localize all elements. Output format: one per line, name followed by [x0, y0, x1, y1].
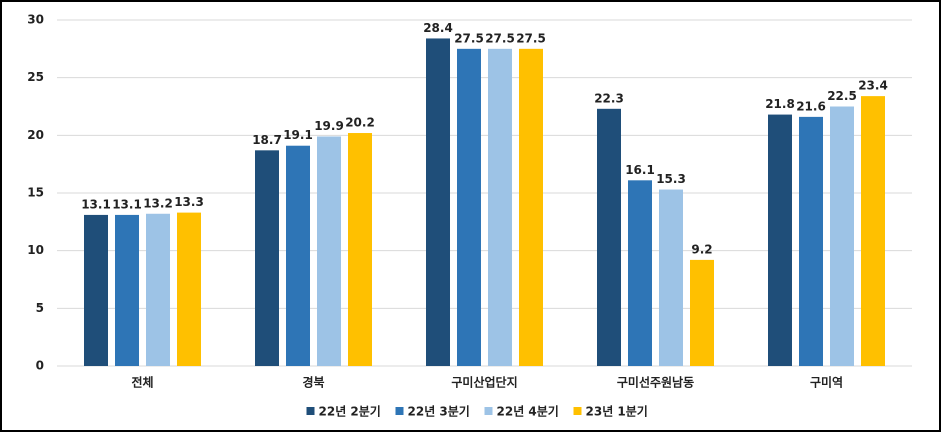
data-label: 22.3: [594, 91, 624, 105]
data-label: 19.9: [314, 119, 344, 133]
data-label: 18.7: [252, 133, 282, 147]
data-label: 13.3: [174, 195, 204, 209]
data-label: 16.1: [625, 163, 655, 177]
legend-label: 23년 1분기: [586, 404, 648, 419]
data-label: 21.6: [796, 99, 826, 113]
data-label: 28.4: [423, 21, 453, 35]
data-label: 13.1: [81, 197, 111, 211]
x-tick-label: 구미선주원남동: [617, 375, 694, 390]
y-tick-label: 5: [36, 301, 44, 315]
bar: [488, 48, 512, 366]
bar: [317, 136, 341, 366]
bar: [628, 180, 652, 366]
bar: [426, 38, 450, 366]
legend-swatch: [573, 407, 582, 415]
y-tick-label: 20: [27, 128, 44, 142]
bar: [597, 108, 621, 366]
data-label: 27.5: [454, 31, 484, 45]
bar: [690, 259, 714, 366]
x-tick-label: 구미역: [810, 375, 843, 390]
data-label: 27.5: [485, 31, 515, 45]
legend-label: 22년 2분기: [319, 404, 381, 419]
data-label: 27.5: [516, 31, 546, 45]
bar: [861, 96, 885, 367]
y-tick-label: 25: [27, 70, 44, 84]
legend-swatch: [395, 407, 404, 415]
x-tick-label: 전체: [131, 375, 153, 390]
y-tick-label: 10: [27, 243, 44, 257]
data-label: 20.2: [345, 116, 375, 130]
legend-swatch: [484, 407, 493, 415]
data-label: 15.3: [656, 172, 686, 186]
bar: [115, 214, 139, 366]
data-label: 9.2: [691, 242, 712, 256]
data-label: 23.4: [858, 79, 888, 93]
data-label: 13.1: [112, 197, 142, 211]
y-tick-label: 15: [27, 186, 44, 200]
bar: [146, 213, 170, 366]
bar: [830, 106, 854, 366]
bar: [255, 150, 279, 366]
legend-label: 22년 4분기: [497, 404, 559, 419]
bar: [799, 116, 823, 366]
x-tick-label: 구미산업단지: [451, 375, 517, 390]
legend-label: 22년 3분기: [408, 404, 470, 419]
bar: [659, 189, 683, 366]
bar: [177, 212, 201, 366]
bar: [84, 214, 108, 366]
bar: [286, 145, 310, 366]
bar: [457, 48, 481, 366]
data-label: 22.5: [827, 89, 857, 103]
data-label: 19.1: [283, 128, 313, 142]
data-label: 13.2: [143, 196, 173, 210]
data-label: 21.8: [765, 97, 795, 111]
legend-swatch: [306, 407, 315, 415]
bar: [768, 114, 792, 366]
bar: [519, 48, 543, 366]
y-tick-label: 0: [36, 359, 44, 373]
y-tick-label: 30: [27, 13, 44, 27]
x-tick-label: 경북: [302, 376, 324, 390]
bar: [348, 133, 372, 366]
